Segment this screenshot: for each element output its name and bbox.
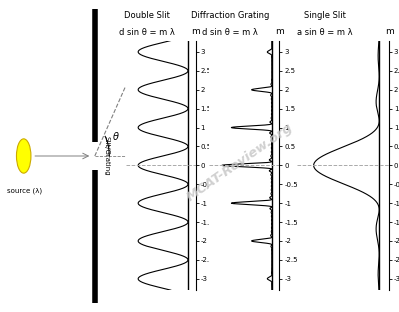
Text: m: m (191, 27, 200, 36)
Text: MCAT-Review.org: MCAT-Review.org (184, 121, 295, 204)
Text: Single Slit: Single Slit (304, 11, 346, 20)
Text: a sin θ = m λ: a sin θ = m λ (297, 28, 353, 37)
Text: θ: θ (113, 132, 119, 142)
Circle shape (16, 139, 31, 173)
Text: m: m (385, 27, 393, 36)
Text: Double Slit: Double Slit (124, 11, 170, 20)
Text: Diffraction Grating: Diffraction Grating (191, 11, 270, 20)
Text: Slit/Grating: Slit/Grating (104, 136, 110, 176)
Text: d sin θ = m λ: d sin θ = m λ (202, 28, 259, 37)
Text: source (λ): source (λ) (6, 187, 42, 194)
Text: d sin θ = m λ: d sin θ = m λ (119, 28, 175, 37)
Text: m: m (275, 27, 284, 36)
